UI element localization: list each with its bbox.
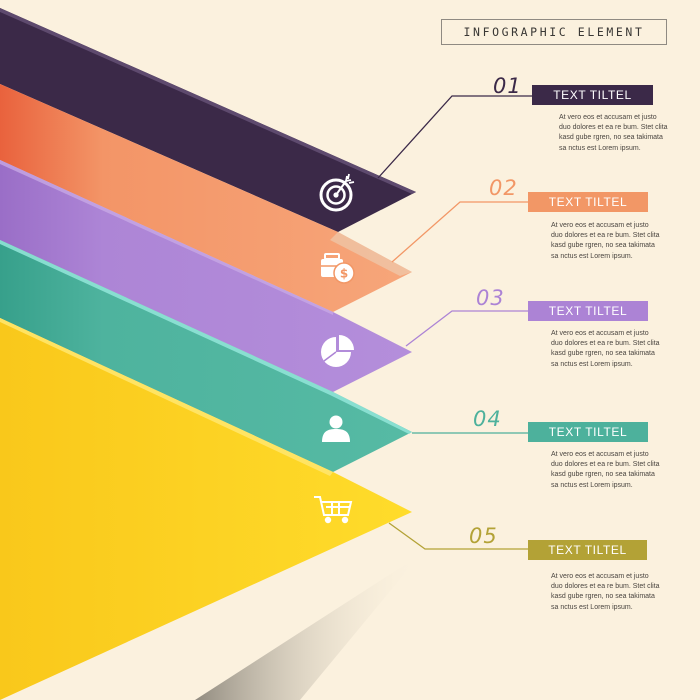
step-text-05: At vero eos et accusam et justo duo dolo… (551, 573, 660, 611)
step-label-04: TEXT TILTEL (528, 422, 648, 442)
step-number-03: 03 (476, 286, 505, 310)
step-text-02: At vero eos et accusam et justo duo dolo… (551, 222, 660, 260)
step-number-02: 02 (489, 176, 518, 200)
band-01-highlight (0, 8, 416, 194)
step-text-01: At vero eos et accusam et justo duo dolo… (559, 114, 668, 152)
money-bag-icon: $ (321, 253, 355, 284)
step-label-03: TEXT TILTEL (528, 301, 648, 321)
yellow-band-shadow (195, 555, 420, 700)
connector-02 (391, 201, 528, 263)
user-icon (322, 415, 350, 442)
band-01 (0, 8, 416, 232)
band-05 (0, 318, 412, 700)
step-number-01: 01 (493, 74, 522, 98)
svg-text:$: $ (340, 267, 348, 281)
band-02-shadow (330, 232, 412, 276)
header-title: INFOGRAPHIC ELEMENT (441, 19, 667, 45)
target-icon (319, 173, 355, 212)
connector-03 (405, 310, 528, 347)
connector-05 (388, 522, 528, 550)
band-02 (0, 84, 412, 312)
connector-01 (377, 95, 532, 179)
band-03-highlight (0, 160, 333, 315)
band-03 (0, 160, 412, 392)
step-label-01: TEXT TILTEL (532, 85, 653, 105)
pie-chart-icon (321, 335, 354, 367)
step-number-04: 04 (473, 407, 502, 431)
step-label-02: TEXT TILTEL (528, 192, 648, 212)
step-label-05: TEXT TILTEL (528, 540, 647, 560)
step-number-05: 05 (469, 524, 498, 548)
step-text-04: At vero eos et accusam et justo duo dolo… (551, 451, 660, 489)
step-text-03: At vero eos et accusam et justo duo dolo… (551, 330, 660, 368)
band-05-highlight (0, 318, 333, 476)
band-04-highlight (0, 240, 412, 434)
shopping-cart-icon (314, 496, 353, 524)
band-04 (0, 240, 412, 472)
